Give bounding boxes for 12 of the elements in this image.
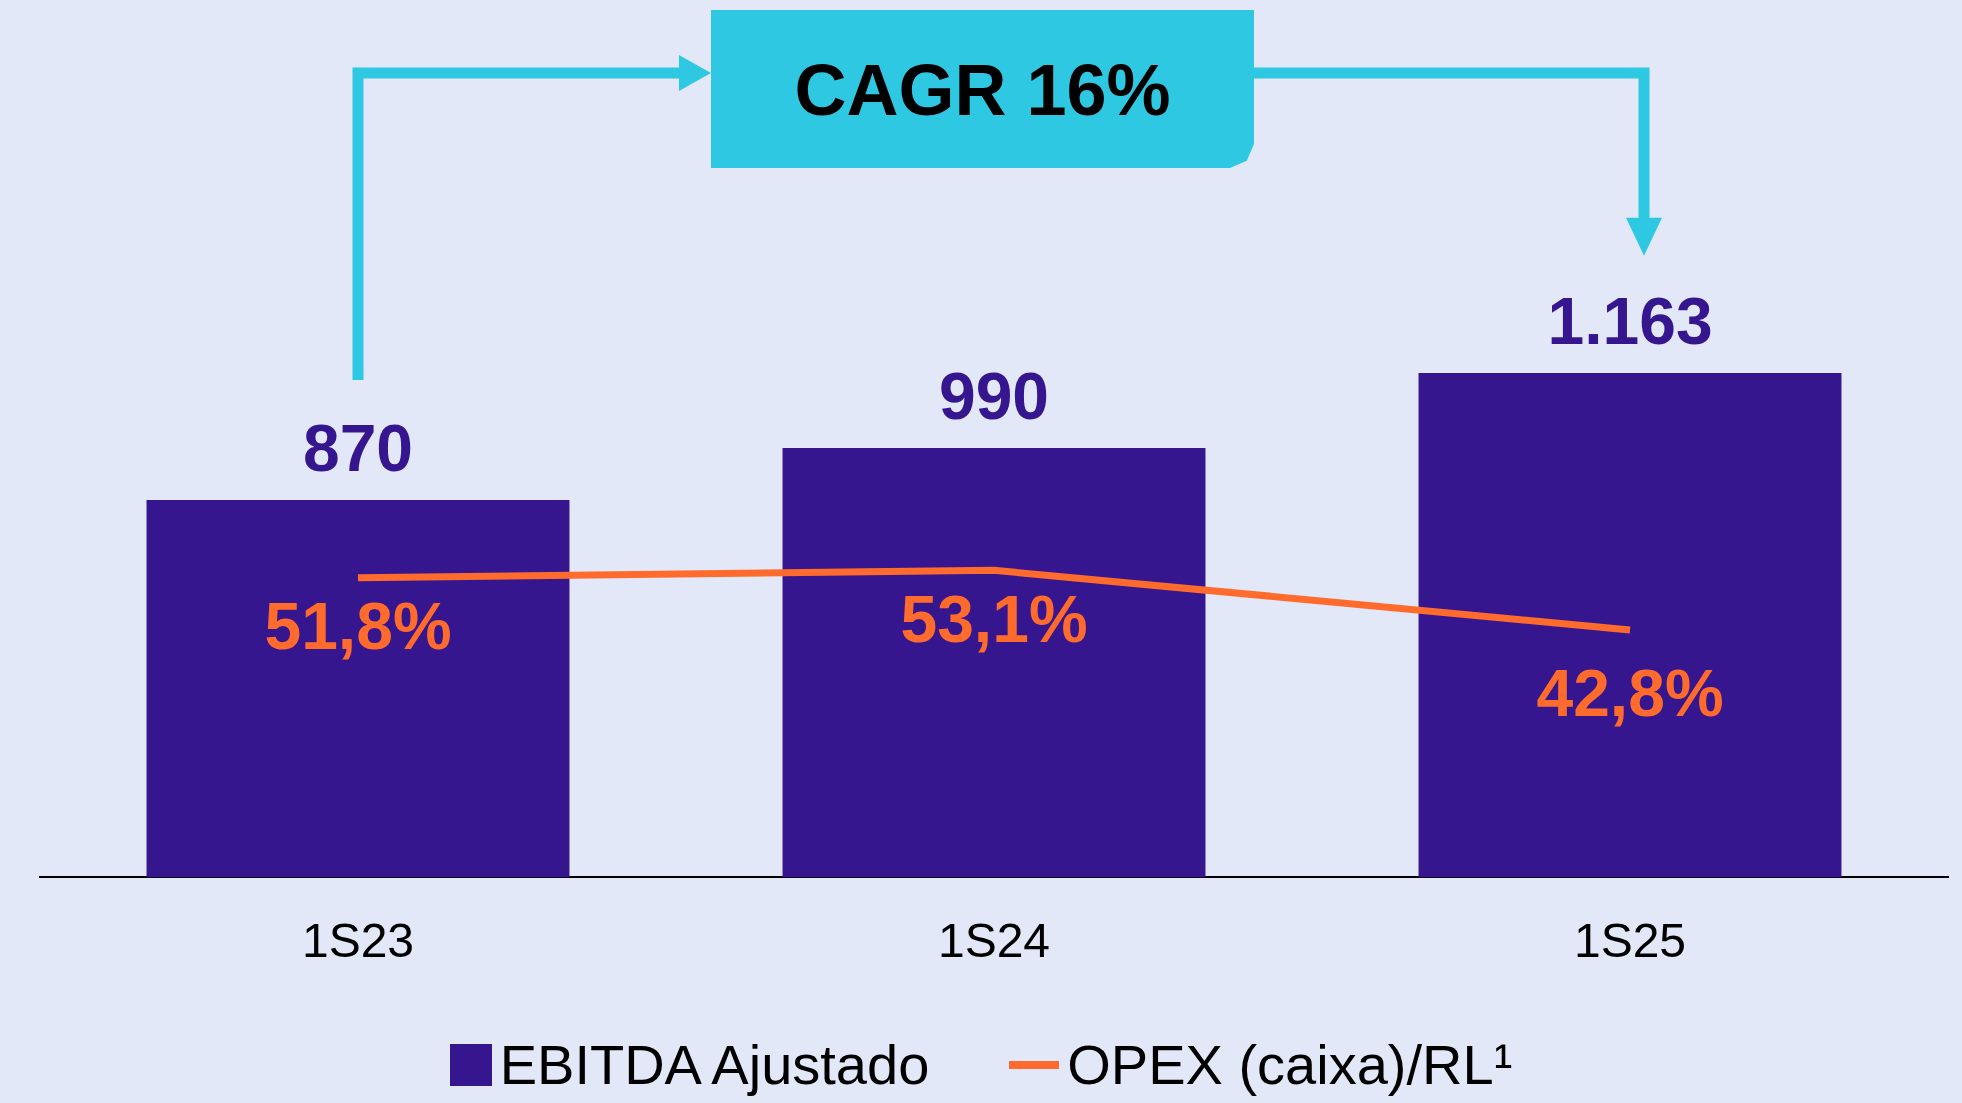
x-tick-label: 1S24 [937,914,1051,968]
data-label: 1.163 [1547,284,1713,359]
legend-label: OPEX (caixa)/RL¹ [1067,1032,1513,1097]
data-label: 53,1% [900,581,1088,656]
x-tick-label: 1S25 [1573,914,1687,968]
annotation: CAGR 16% [794,50,1171,130]
data-label: 51,8% [264,589,452,664]
legend-label: EBITDA Ajustado [499,1032,930,1097]
x-tick-label: 1S23 [301,914,415,968]
data-label: 870 [302,411,414,486]
data-label: 42,8% [1536,656,1724,731]
data-label: 990 [938,359,1050,434]
